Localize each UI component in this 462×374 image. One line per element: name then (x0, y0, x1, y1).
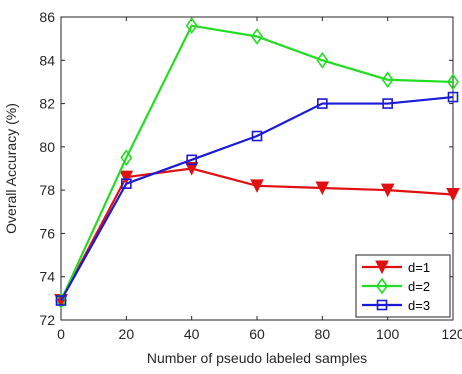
y-tick-label: 78 (39, 182, 55, 198)
y-tick-label: 84 (39, 52, 55, 68)
y-tick-label: 82 (39, 96, 55, 112)
data-point (251, 130, 263, 142)
legend-item: d=1 (362, 260, 430, 275)
series-d=2 (55, 17, 459, 309)
y-tick-label: 74 (39, 269, 55, 285)
series-line (60, 95, 454, 302)
data-point (381, 71, 394, 89)
data-point (55, 292, 67, 309)
x-axis-label: Number of pseudo labeled samples (147, 350, 367, 366)
data-point (186, 154, 197, 166)
legend-label: d=3 (408, 298, 430, 313)
x-tick-label: 120 (441, 326, 462, 342)
x-tick-label: 100 (376, 326, 400, 342)
data-point (120, 149, 133, 167)
legend-swatch-marker (376, 277, 388, 295)
data-point (447, 73, 459, 91)
legend-item: d=3 (362, 298, 430, 313)
legend-swatch-marker (375, 260, 389, 275)
data-point (251, 28, 263, 45)
legend-swatch-marker (376, 299, 388, 311)
data-point (184, 162, 199, 176)
axis-ticks: 0 20 40 60 80 100 120 72 74 76 78 80 82 84 86 (39, 9, 462, 342)
data-point (447, 91, 459, 103)
legend-item: d=2 (362, 277, 430, 295)
x-tick-label: 60 (249, 326, 265, 342)
data-point (317, 98, 328, 109)
series-line (59, 24, 454, 301)
x-tick-label: 20 (119, 326, 135, 342)
series-layer (54, 17, 460, 309)
data-point (380, 183, 395, 198)
data-point (119, 170, 134, 185)
data-point (446, 187, 460, 202)
data-point (382, 98, 393, 109)
y-tick-label: 76 (39, 225, 55, 241)
x-tick-label: 0 (57, 326, 65, 342)
x-tick-label: 40 (184, 326, 200, 342)
y-tick-label: 80 (39, 139, 55, 155)
legend-label: d=2 (408, 279, 430, 294)
series-d=3 (55, 91, 459, 306)
data-point (315, 181, 330, 196)
y-tick-label: 86 (39, 9, 55, 25)
y-tick-label: 72 (39, 312, 55, 328)
data-point (316, 51, 329, 69)
legend-label: d=1 (408, 260, 430, 275)
data-point (250, 179, 264, 193)
legend: d=1 d=2 d=3 (355, 254, 451, 318)
data-point (55, 295, 67, 306)
y-axis-label: Overall Accuracy (%) (3, 103, 19, 234)
data-point (121, 178, 132, 189)
x-tick-label: 80 (315, 326, 331, 342)
data-point (185, 17, 198, 35)
